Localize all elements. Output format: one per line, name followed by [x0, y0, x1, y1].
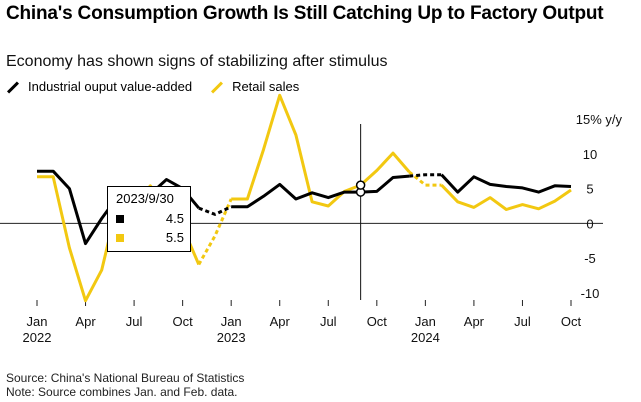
x-tick-year-8: 2024: [411, 330, 440, 345]
legend-item-industrial[interactable]: Industrial ouput value-added: [6, 79, 192, 95]
x-tick-label-1: Apr: [75, 314, 96, 329]
x-tick-label-3: Oct: [173, 314, 194, 329]
y-tick-label-0: -10: [581, 286, 600, 301]
series-line-retail-dashed-10[interactable]: [197, 198, 233, 266]
x-tick-label-4: Jan: [221, 314, 242, 329]
series-line-industrial-dashed-23[interactable]: [409, 173, 442, 178]
x-tick-label-6: Jul: [320, 314, 337, 329]
tooltip-row-retail: 5.5: [116, 230, 184, 246]
x-tick-year-0: 2022: [23, 330, 52, 345]
data-note: Note: Source combines Jan. and Feb. data…: [6, 385, 238, 399]
x-tick-label-9: Apr: [464, 314, 485, 329]
series-line-industrial-12[interactable]: [231, 174, 410, 209]
series-line-industrial-25[interactable]: [440, 173, 572, 194]
x-tick-label-11: Oct: [561, 314, 582, 329]
y-tick-label-4: 10: [583, 147, 597, 162]
y-tick-label-5: 15% y/y: [576, 112, 623, 127]
x-tick-label-0: Jan: [27, 314, 48, 329]
tooltip-date: 2023/9/30: [116, 191, 174, 206]
y-tick-label-2: 0: [586, 216, 593, 231]
legend: Industrial ouput value-added Retail sale…: [6, 79, 299, 95]
legend-label-retail: Retail sales: [232, 79, 300, 94]
y-tick-label-3: 5: [586, 182, 593, 197]
chart-title: China's Consumption Growth Is Still Catc…: [6, 3, 604, 24]
hover-tooltip: 2023/9/30 4.5 5.5: [107, 186, 191, 252]
tooltip-value-industrial: 4.5: [165, 211, 184, 226]
series-line-retail-25[interactable]: [440, 184, 572, 211]
x-tick-year-4: 2023: [217, 330, 246, 345]
tooltip-row-industrial: 4.5: [116, 211, 184, 227]
tooltip-swatch-retail: [116, 234, 124, 242]
legend-label-industrial: Industrial ouput value-added: [28, 79, 193, 94]
series-line-industrial-dashed-10[interactable]: [198, 205, 232, 216]
hover-marker-retail: [355, 180, 366, 190]
x-tick-label-10: Jul: [514, 314, 531, 329]
x-tick-label-2: Jul: [126, 314, 143, 329]
legend-item-retail[interactable]: Retail sales: [210, 79, 299, 95]
y-tick-label-1: -5: [584, 251, 596, 266]
source-note: Source: China's National Bureau of Stati…: [6, 371, 245, 385]
x-tick-label-7: Oct: [367, 314, 388, 329]
tooltip-swatch-industrial: [116, 215, 124, 223]
x-tick-label-8: Jan: [415, 314, 436, 329]
series-line-retail-dashed-23[interactable]: [408, 170, 442, 187]
series-line-retail-12[interactable]: [231, 93, 411, 208]
chart-subtitle: Economy has shown signs of stabilizing a…: [6, 53, 388, 70]
x-tick-label-5: Apr: [270, 314, 291, 329]
tooltip-value-retail: 5.5: [165, 230, 184, 245]
